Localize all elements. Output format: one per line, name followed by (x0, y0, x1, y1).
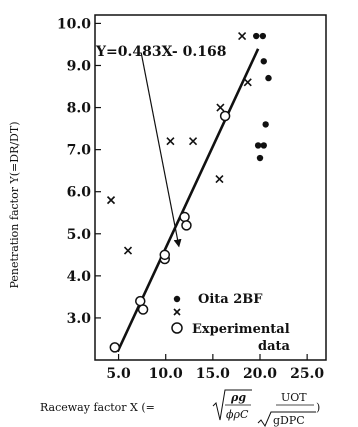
y-tick-label: 8.0 (67, 101, 92, 117)
x-tick-label: 15.0 (196, 366, 230, 382)
data-points (106, 31, 272, 353)
data-point-cross (188, 137, 198, 146)
x-axis-title-text: Raceway factor X (= (40, 401, 155, 414)
y-tick-label: 3.0 (67, 311, 92, 327)
y-tick-label: 7.0 (67, 143, 92, 159)
legend: Oita 2BF Experimental data (171, 292, 291, 354)
x-axis-title: Raceway factor X (= ρg ϕρC UOT gDPC ) (40, 389, 320, 427)
data-point-experimental (181, 220, 192, 231)
data-point-cross (106, 196, 116, 205)
data-point-oita (262, 121, 269, 128)
y-tick-label: 10.0 (57, 16, 91, 32)
legend-marker-filled-circle (173, 295, 181, 303)
data-point-oita (254, 142, 262, 149)
data-point-cross (243, 78, 252, 87)
data-point-experimental (135, 295, 146, 307)
regression-equation-label: Y=0.483X- 0.168 (95, 44, 226, 60)
data-point-cross (123, 246, 133, 255)
data-point-experimental (179, 211, 190, 223)
x-tick-label: 20.0 (243, 366, 277, 382)
x-axis-formula-numerator-1: ρg (230, 391, 246, 404)
annotation-arrow (140, 52, 182, 248)
data-point-oita (265, 74, 272, 82)
x-tick-label: 5.0 (106, 366, 131, 382)
x-axis-formula-close: ) (316, 401, 320, 414)
x-axis-ticks: 5.0 10.0 15.0 20.0 25.0 (106, 354, 324, 382)
y-tick-label: 9.0 (67, 58, 92, 74)
data-point-oita (260, 58, 267, 65)
data-point-oita (253, 32, 260, 40)
legend-marker-cross (173, 308, 181, 316)
legend-label-experimental: Experimental (192, 322, 290, 337)
data-point-cross (166, 137, 175, 146)
y-axis-title: Penetration factor Y(=DR/DT) (8, 121, 21, 288)
data-point-experimental (137, 304, 149, 315)
data-point-oita (259, 32, 267, 40)
data-point-cross (215, 175, 224, 184)
data-point-experimental (159, 249, 171, 261)
data-point-cross (238, 31, 247, 41)
data-point-experimental (219, 110, 231, 122)
x-axis-formula-denominator-1: ϕρC (226, 408, 249, 421)
y-axis-ticks: 3.0 4.0 5.0 6.0 7.0 8.0 9.0 10.0 (57, 16, 101, 327)
legend-marker-open-circle (171, 322, 183, 334)
x-axis-formula-denominator-2: gDPC (273, 414, 305, 427)
y-tick-label: 4.0 (67, 269, 92, 285)
x-axis-formula-numerator-2: UOT (281, 391, 307, 404)
legend-label-data: data (258, 339, 291, 354)
data-point-experimental (109, 342, 121, 353)
y-tick-label: 6.0 (67, 185, 92, 201)
plot-frame (94, 14, 327, 361)
y-tick-label: 5.0 (67, 227, 92, 243)
x-tick-label: 10.0 (149, 366, 183, 382)
data-point-cross (216, 103, 225, 112)
legend-label-oita: Oita 2BF (198, 292, 263, 307)
data-point-oita (256, 154, 264, 162)
data-point-oita (260, 142, 267, 149)
x-tick-label: 25.0 (290, 366, 324, 382)
